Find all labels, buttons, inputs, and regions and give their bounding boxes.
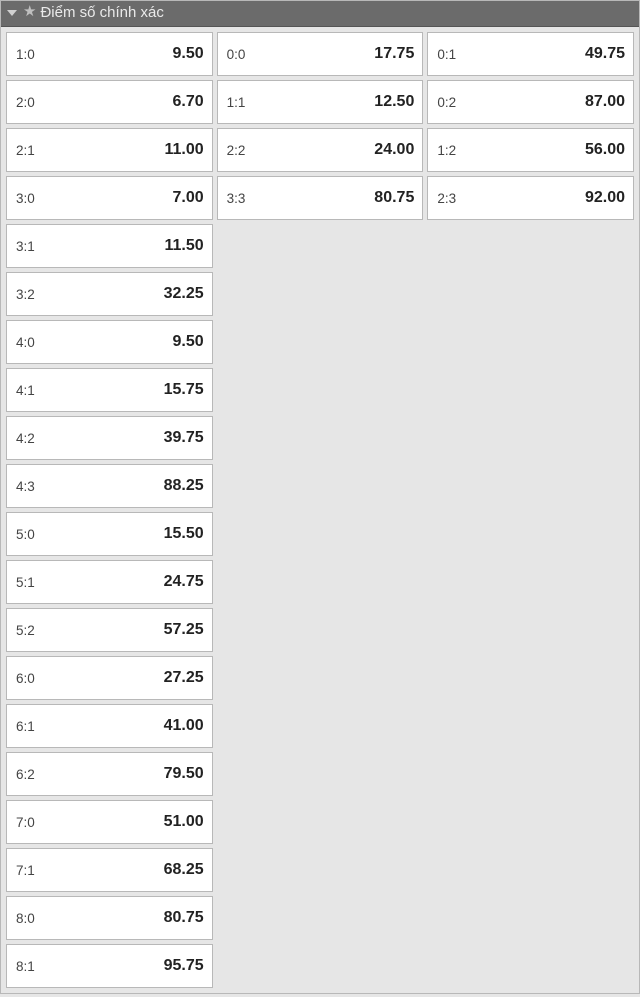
- odds-value: 7.00: [173, 189, 204, 207]
- score-label: 5:1: [16, 575, 35, 590]
- odds-cell[interactable]: 1:2 56.00: [427, 128, 634, 172]
- score-label: 7:1: [16, 863, 35, 878]
- odds-cell[interactable]: 3:0 7.00: [6, 176, 213, 220]
- score-label: 7:0: [16, 815, 35, 830]
- odds-value: 51.00: [164, 813, 204, 831]
- odds-value: 39.75: [164, 429, 204, 447]
- score-label: 5:2: [16, 623, 35, 638]
- score-label: 3:2: [16, 287, 35, 302]
- score-label: 6:2: [16, 767, 35, 782]
- score-label: 2:0: [16, 95, 35, 110]
- score-label: 5:0: [16, 527, 35, 542]
- odds-cell[interactable]: 6:2 79.50: [6, 752, 213, 796]
- odds-cell[interactable]: 0:2 87.00: [427, 80, 634, 124]
- odds-value: 49.75: [585, 45, 625, 63]
- score-label: 0:0: [227, 47, 246, 62]
- score-label: 2:1: [16, 143, 35, 158]
- odds-value: 11.00: [165, 141, 204, 159]
- score-label: 1:2: [437, 143, 456, 158]
- score-label: 2:3: [437, 191, 456, 206]
- odds-cell[interactable]: 2:2 24.00: [217, 128, 424, 172]
- score-label: 1:0: [16, 47, 35, 62]
- odds-cell[interactable]: 4:0 9.50: [6, 320, 213, 364]
- odds-value: 11.50: [165, 237, 204, 255]
- score-label: 3:1: [16, 239, 35, 254]
- odds-value: 56.00: [585, 141, 625, 159]
- score-label: 8:1: [16, 959, 35, 974]
- score-label: 2:2: [227, 143, 246, 158]
- correct-score-panel: ★ Điểm số chính xác 1:0 9.50 2:0 6.70 2:1 11.…: [0, 0, 640, 994]
- chevron-down-icon: [7, 10, 17, 16]
- odds-cell[interactable]: 4:1 15.75: [6, 368, 213, 412]
- odds-cell[interactable]: 8:0 80.75: [6, 896, 213, 940]
- odds-value: 87.00: [585, 93, 625, 111]
- odds-cell[interactable]: 5:1 24.75: [6, 560, 213, 604]
- odds-value: 41.00: [164, 717, 204, 735]
- odds-value: 9.50: [173, 333, 204, 351]
- score-label: 1:1: [227, 95, 246, 110]
- score-label: 3:0: [16, 191, 35, 206]
- odds-value: 92.00: [585, 189, 625, 207]
- odds-cell[interactable]: 0:0 17.75: [217, 32, 424, 76]
- odds-value: 32.25: [164, 285, 204, 303]
- odds-cell[interactable]: 4:2 39.75: [6, 416, 213, 460]
- odds-cell[interactable]: 3:3 80.75: [217, 176, 424, 220]
- score-label: 4:3: [16, 479, 35, 494]
- score-label: 4:2: [16, 431, 35, 446]
- column-away-wins: 0:1 49.75 0:2 87.00 1:2 56.00 2:3 92.00: [427, 32, 634, 988]
- odds-value: 88.25: [164, 477, 204, 495]
- odds-value: 6.70: [173, 93, 204, 111]
- odds-cell[interactable]: 8:1 95.75: [6, 944, 213, 988]
- odds-value: 15.50: [164, 525, 204, 543]
- odds-cell[interactable]: 1:0 9.50: [6, 32, 213, 76]
- odds-cell[interactable]: 7:0 51.00: [6, 800, 213, 844]
- odds-cell[interactable]: 1:1 12.50: [217, 80, 424, 124]
- score-label: 0:2: [437, 95, 456, 110]
- odds-value: 12.50: [374, 93, 414, 111]
- odds-value: 17.75: [374, 45, 414, 63]
- score-label: 6:0: [16, 671, 35, 686]
- odds-value: 9.50: [173, 45, 204, 63]
- odds-value: 68.25: [164, 861, 204, 879]
- column-draws: 0:0 17.75 1:1 12.50 2:2 24.00 3:3 80.75: [217, 32, 424, 988]
- odds-cell[interactable]: 3:1 11.50: [6, 224, 213, 268]
- odds-value: 79.50: [164, 765, 204, 783]
- column-home-wins: 1:0 9.50 2:0 6.70 2:1 11.00 3:0 7.00 3:1 11.50 3:2…: [6, 32, 213, 988]
- odds-value: 95.75: [164, 957, 204, 975]
- odds-value: 24.00: [374, 141, 414, 159]
- score-label: 6:1: [16, 719, 35, 734]
- odds-value: 80.75: [374, 189, 414, 207]
- odds-cell[interactable]: 7:1 68.25: [6, 848, 213, 892]
- odds-value: 27.25: [164, 669, 204, 687]
- score-label: 8:0: [16, 911, 35, 926]
- odds-value: 57.25: [164, 621, 204, 639]
- odds-cell[interactable]: 2:1 11.00: [6, 128, 213, 172]
- odds-cell[interactable]: 6:0 27.25: [6, 656, 213, 700]
- odds-value: 24.75: [164, 573, 204, 591]
- odds-cell[interactable]: 5:0 15.50: [6, 512, 213, 556]
- odds-cell[interactable]: 5:2 57.25: [6, 608, 213, 652]
- odds-value: 15.75: [164, 381, 204, 399]
- score-label: 0:1: [437, 47, 456, 62]
- odds-cell[interactable]: 0:1 49.75: [427, 32, 634, 76]
- score-label: 4:0: [16, 335, 35, 350]
- odds-cell[interactable]: 2:3 92.00: [427, 176, 634, 220]
- star-icon[interactable]: ★: [23, 4, 36, 19]
- odds-value: 80.75: [164, 909, 204, 927]
- panel-title: Điểm số chính xác: [40, 4, 163, 21]
- panel-header[interactable]: ★ Điểm số chính xác: [1, 1, 639, 27]
- odds-cell[interactable]: 3:2 32.25: [6, 272, 213, 316]
- score-label: 3:3: [227, 191, 246, 206]
- odds-cell[interactable]: 4:3 88.25: [6, 464, 213, 508]
- odds-cell[interactable]: 6:1 41.00: [6, 704, 213, 748]
- odds-grid: 1:0 9.50 2:0 6.70 2:1 11.00 3:0 7.00 3:1 11.50 3:2…: [1, 27, 639, 993]
- odds-cell[interactable]: 2:0 6.70: [6, 80, 213, 124]
- score-label: 4:1: [16, 383, 35, 398]
